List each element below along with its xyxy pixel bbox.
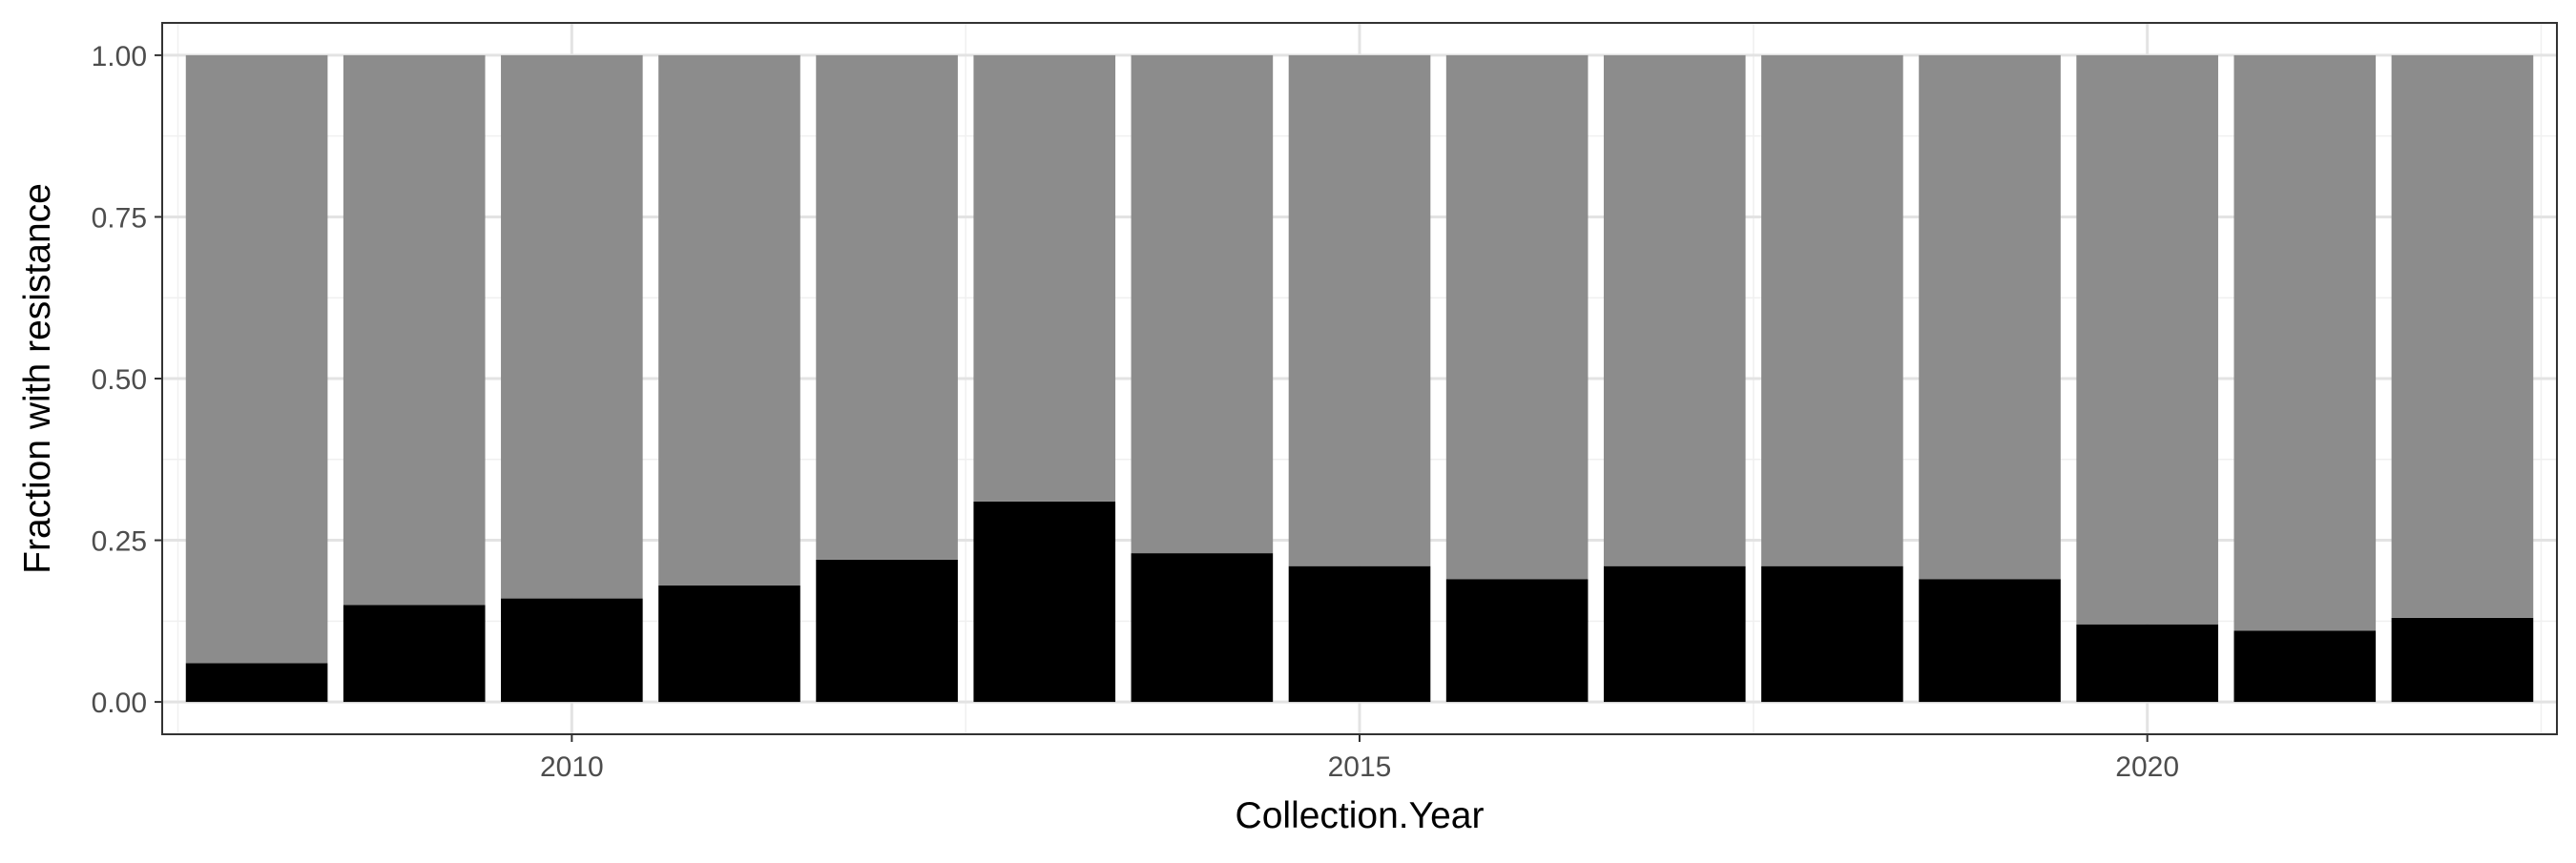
- bar-segment-remainder: [1445, 54, 1589, 580]
- bar-segment-remainder: [343, 54, 486, 606]
- bar-segment-remainder: [1288, 54, 1431, 566]
- x-tick-label: 2020: [2115, 751, 2179, 783]
- bar-segment-remainder: [1603, 54, 1746, 566]
- y-tick-label: 1.00: [92, 41, 147, 72]
- bar-segment-remainder: [1919, 54, 2061, 580]
- bar-segment-resistant: [2233, 630, 2377, 703]
- x-tick-label: 2010: [540, 751, 604, 783]
- y-tick-label: 0.75: [92, 202, 147, 234]
- bars: [185, 54, 2534, 703]
- y-tick-label: 0.25: [92, 526, 147, 558]
- bar-segment-resistant: [1131, 553, 1274, 703]
- x-tick-label: 2015: [1328, 751, 1392, 783]
- bar-segment-resistant: [343, 605, 486, 703]
- x-axis-title: Collection.Year: [1236, 795, 1485, 836]
- bar-segment-resistant: [1603, 565, 1746, 703]
- y-tick-label: 0.50: [92, 364, 147, 396]
- bar-segment-remainder: [2076, 54, 2218, 625]
- bar-segment-remainder: [1761, 54, 1903, 566]
- bar-segment-resistant: [185, 663, 328, 703]
- y-tick-label: 0.00: [92, 688, 147, 719]
- bar-segment-resistant: [501, 598, 643, 703]
- bar-segment-remainder: [2391, 54, 2534, 618]
- bar-segment-resistant: [658, 586, 800, 703]
- bar-segment-remainder: [658, 54, 800, 586]
- y-axis-title: Fraction with resistance: [17, 183, 58, 574]
- bar-segment-resistant: [1761, 565, 1903, 703]
- bar-segment-resistant: [816, 559, 958, 703]
- bar-segment-remainder: [1131, 54, 1274, 554]
- bar-segment-resistant: [973, 501, 1116, 703]
- bar-segment-resistant: [1288, 565, 1431, 703]
- bar-segment-remainder: [2233, 54, 2377, 631]
- bar-segment-remainder: [185, 54, 328, 664]
- bar-segment-resistant: [1445, 579, 1589, 703]
- bar-segment-remainder: [973, 54, 1116, 502]
- axes: 0.00 0.25 0.50 0.75 1.00 2010 2015 2020: [92, 41, 2179, 783]
- bar-segment-remainder: [501, 54, 643, 599]
- bar-segment-remainder: [816, 54, 958, 560]
- bar-segment-resistant: [2076, 624, 2218, 703]
- bar-segment-resistant: [1919, 579, 2061, 703]
- bar-segment-resistant: [2391, 617, 2534, 703]
